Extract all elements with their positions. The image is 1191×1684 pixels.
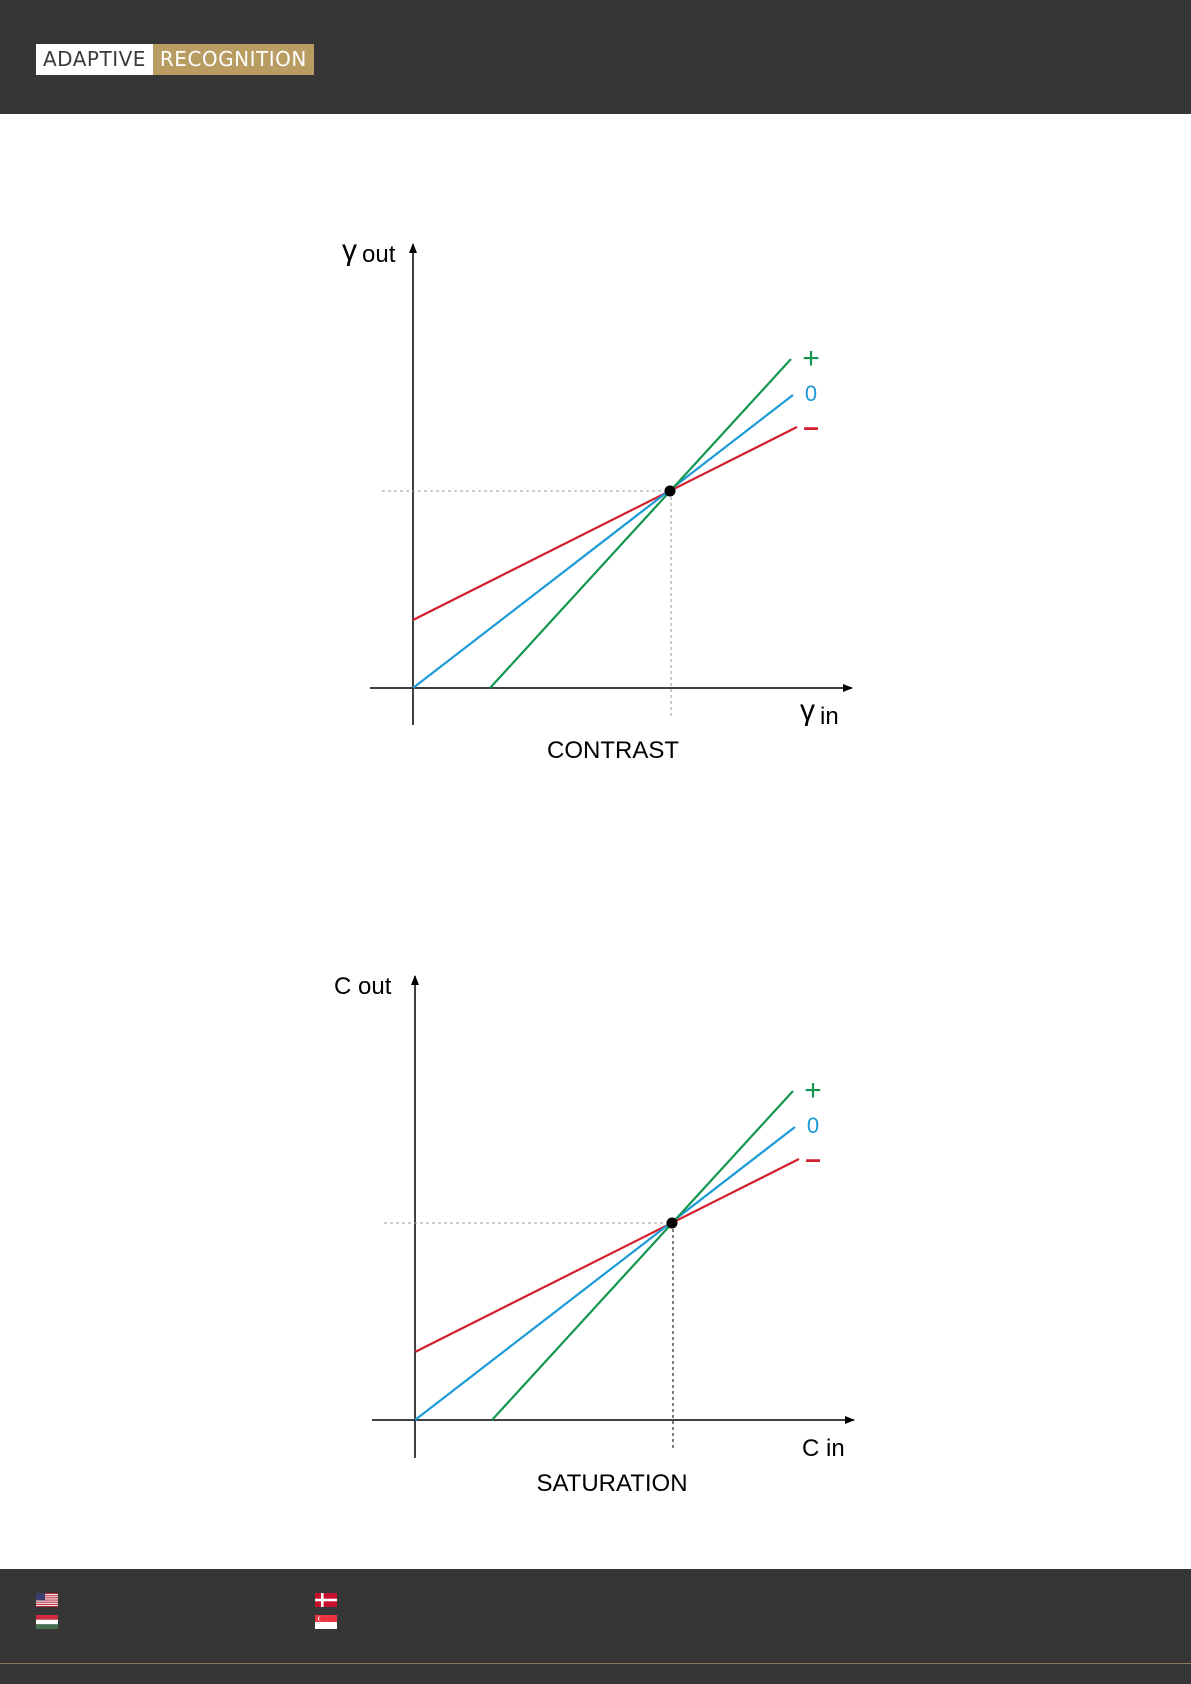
x-axis-label-symbol: γ — [800, 694, 815, 727]
footer-divider — [0, 1663, 1191, 1664]
diagram-caption: SATURATION — [536, 1470, 687, 1497]
pivot-point — [664, 485, 676, 497]
page-header: ADAPTIVE RECOGNITION — [0, 0, 1191, 114]
legend-zero: 0 — [807, 1113, 819, 1138]
logo-text-recognition: RECOGNITION — [152, 44, 314, 75]
legend-minus: – — [805, 1143, 821, 1174]
denmark-flag-icon[interactable] — [315, 1593, 337, 1607]
pivot-point — [666, 1217, 678, 1229]
minus-line — [412, 426, 798, 621]
diagram-caption: CONTRAST — [547, 737, 679, 764]
us-flag-icon[interactable] — [36, 1593, 58, 1607]
y-axis-label: out — [362, 241, 396, 268]
legend-plus: + — [802, 342, 820, 375]
x-axis-label: C in — [802, 1435, 845, 1462]
y-axis-label-symbol: γ — [342, 234, 357, 267]
hungary-flag-icon[interactable] — [36, 1615, 58, 1629]
y-axis-label: C out — [334, 973, 392, 1000]
zero-line — [412, 394, 794, 689]
minus-line — [414, 1158, 800, 1353]
plus-line — [489, 358, 792, 689]
zero-line — [414, 1126, 796, 1421]
legend-plus: + — [804, 1074, 822, 1107]
singapore-flag-icon[interactable] — [315, 1615, 337, 1629]
legend-zero: 0 — [805, 381, 817, 406]
x-axis-label: in — [820, 703, 839, 730]
contrast-diagram: + 0 – γ out γ in CONTRAST — [342, 234, 853, 764]
saturation-diagram: + 0 – C out C in SATURATION — [334, 973, 855, 1497]
plus-line — [491, 1090, 794, 1421]
legend-minus: – — [803, 411, 819, 442]
page-footer — [0, 1569, 1191, 1684]
logo-text-adaptive: ADAPTIVE — [36, 44, 153, 75]
adaptive-recognition-logo[interactable]: ADAPTIVE RECOGNITION — [36, 44, 314, 75]
